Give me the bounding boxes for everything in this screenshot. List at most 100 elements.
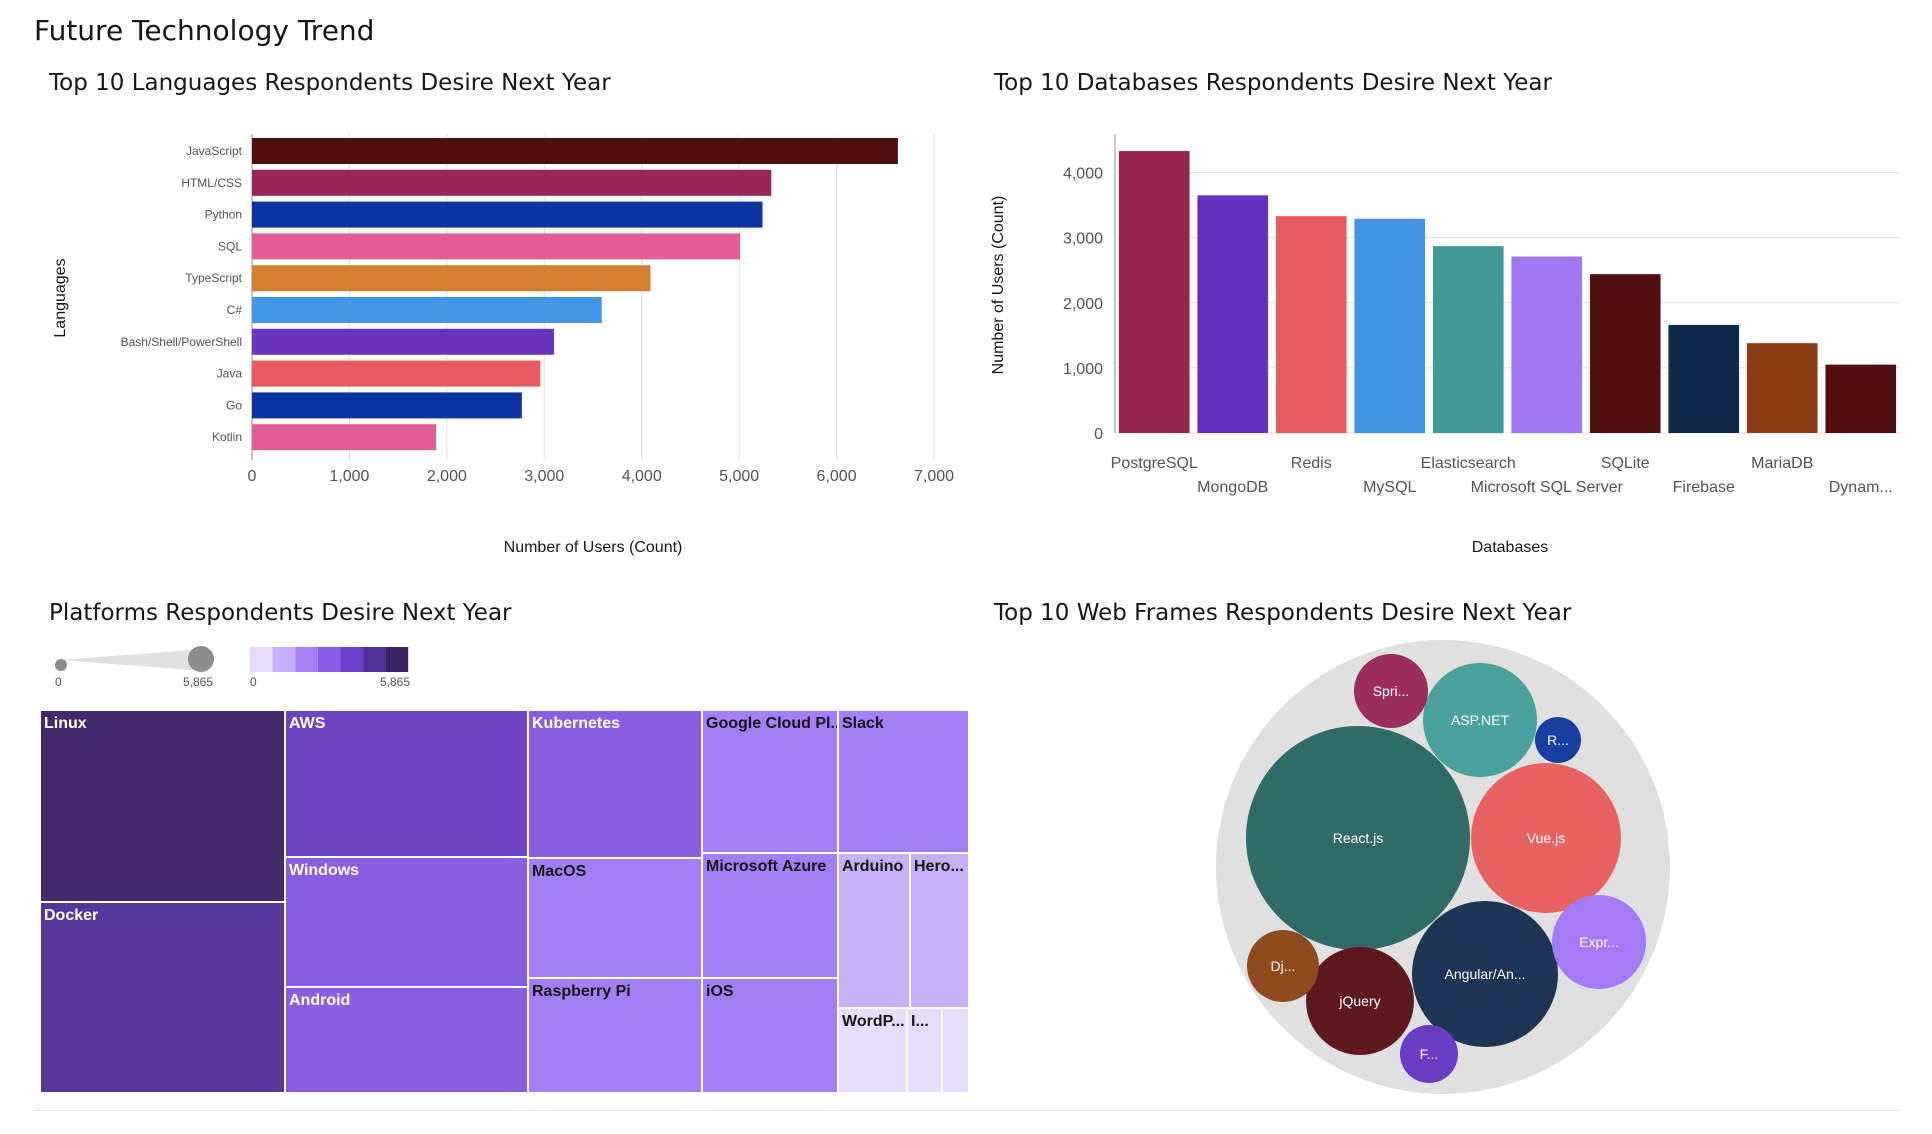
databases-bar-microsoft-sql-server[interactable] — [1511, 256, 1583, 433]
page-title: Future Technology Trend — [34, 14, 375, 47]
languages-category-label: C# — [227, 303, 243, 317]
languages-bar-c[interactable] — [252, 297, 602, 323]
treemap-tile-label: Arduino — [842, 858, 904, 875]
treemap-tile-docker[interactable]: Docker — [40, 902, 285, 1093]
bubble-react-js[interactable] — [1246, 726, 1470, 950]
databases-category-label: MongoDB — [1197, 479, 1268, 496]
languages-x-axis-label: Number of Users (Count) — [504, 539, 683, 556]
languages-x-tick-label: 5,000 — [719, 468, 759, 485]
languages-bar-html-css[interactable] — [252, 169, 772, 196]
languages-category-label: Bash/Shell/PowerShell — [121, 335, 242, 349]
size-legend-min-label: 0 — [55, 675, 62, 689]
languages-x-tick-label: 4,000 — [622, 468, 662, 485]
bubble-angular-an[interactable] — [1412, 901, 1558, 1047]
treemap-tile-label: Hero... — [914, 858, 964, 875]
bubble-expr[interactable] — [1552, 895, 1646, 989]
databases-bar-postgresql[interactable] — [1118, 151, 1190, 433]
treemap-tile-label: I... — [911, 1013, 929, 1030]
languages-category-label: Java — [217, 367, 243, 381]
bubble-label: React.js — [1333, 830, 1384, 846]
bubble-r[interactable] — [1535, 717, 1581, 763]
webframes-bubble-chart: React.js Vue.js Angular/An... ASP.NET jQuery… — [1216, 640, 1670, 1094]
databases-bar-mariadb[interactable] — [1746, 343, 1818, 433]
languages-bar-java[interactable] — [252, 360, 541, 387]
bubble-dj[interactable] — [1247, 930, 1319, 1002]
bubble-label: Expr... — [1579, 934, 1619, 950]
color-legend-swatch — [250, 647, 273, 672]
bubble-label: Spri... — [1373, 683, 1410, 699]
treemap-tile-label: Linux — [44, 715, 87, 732]
treemap-tile-label: Android — [289, 992, 351, 1009]
languages-bar-typescript[interactable] — [252, 265, 651, 292]
treemap-tile-i[interactable]: I... — [907, 1008, 942, 1093]
databases-y-tick-label: 0 — [1094, 426, 1103, 443]
treemap-tile-kubernetes[interactable]: Kubernetes — [528, 710, 702, 858]
databases-y-tick-label: 4,000 — [1063, 166, 1103, 183]
languages-bar-javascript[interactable] — [252, 138, 898, 164]
databases-y-axis-label: Number of Users (Count) — [990, 196, 1007, 375]
webframes-chart-title: Top 10 Web Frames Respondents Desire Nex… — [994, 600, 1572, 626]
treemap-tile-aws[interactable]: AWS — [285, 710, 528, 857]
databases-category-label: SQLite — [1601, 455, 1650, 472]
databases-bar-elasticsearch[interactable] — [1432, 246, 1504, 433]
bubble-asp-net[interactable] — [1423, 663, 1537, 777]
databases-bar-dynam[interactable] — [1825, 364, 1897, 433]
treemap-tile-linux[interactable]: Linux — [40, 710, 285, 902]
size-legend-max-label: 5,865 — [183, 675, 213, 689]
color-legend-swatch — [317, 647, 341, 672]
databases-bar-firebase[interactable] — [1668, 324, 1740, 433]
treemap-tile-raspberry-pi[interactable]: Raspberry Pi — [528, 978, 702, 1093]
databases-bar-chart: PostgreSQL MongoDB Redis MySQL Elasticsearch… — [990, 134, 1900, 556]
bubble-jquery[interactable] — [1306, 947, 1414, 1055]
treemap-tile-arduino[interactable]: Arduino — [838, 853, 910, 1008]
languages-x-tick-label: 6,000 — [817, 468, 857, 485]
treemap-tile-wordp[interactable]: WordP... — [838, 1008, 907, 1093]
languages-bar-sql[interactable] — [252, 233, 741, 260]
languages-x-tick-label: 0 — [248, 468, 257, 485]
treemap-tile-google-cloud-pl[interactable]: Google Cloud Pl... — [702, 710, 838, 853]
color-legend-swatch — [295, 647, 318, 672]
treemap-tile-label: Windows — [289, 862, 360, 879]
languages-bar-chart: JavaScript HTML/CSS Python SQL TypeScript C# B… — [52, 134, 954, 556]
bubble-label: jQuery — [1338, 993, 1380, 1009]
languages-bar-kotlin[interactable] — [252, 424, 437, 451]
databases-category-label: PostgreSQL — [1111, 455, 1198, 472]
languages-category-label: Kotlin — [212, 430, 242, 444]
bubble-label: Angular/An... — [1445, 966, 1526, 982]
languages-bar-bash-shell-powershell[interactable] — [252, 328, 555, 355]
databases-bar-mysql[interactable] — [1354, 218, 1426, 433]
treemap-tile-label: Raspberry Pi — [532, 983, 631, 1000]
treemap-tile-hero[interactable]: Hero... — [910, 853, 969, 1008]
platforms-legends: 0 5,865 0 5,865 — [55, 646, 410, 689]
bubble-vue-js[interactable] — [1471, 763, 1621, 913]
databases-category-label: Microsoft SQL Server — [1471, 479, 1624, 496]
bubble-f[interactable] — [1400, 1025, 1458, 1083]
databases-bar-mongodb[interactable] — [1197, 195, 1269, 433]
bottom-divider — [34, 1110, 1900, 1111]
treemap-tile-label: Docker — [44, 907, 99, 924]
treemap-tile-microsoft-azure[interactable]: Microsoft Azure — [702, 853, 838, 978]
treemap-tile-slack[interactable]: Slack — [838, 710, 969, 853]
languages-y-axis-label: Languages — [52, 258, 69, 337]
bubble-label: ASP.NET — [1451, 712, 1510, 728]
databases-category-label: Dynam... — [1829, 479, 1893, 496]
languages-category-label: HTML/CSS — [181, 176, 242, 190]
databases-bar-sqlite[interactable] — [1589, 274, 1661, 433]
color-legend-min-label: 0 — [250, 675, 257, 689]
treemap-tile-label: Kubernetes — [532, 715, 621, 732]
treemap-tile-unlabeled[interactable] — [942, 1008, 969, 1093]
databases-category-label: Elasticsearch — [1421, 455, 1516, 472]
treemap-tile-macos[interactable]: MacOS — [528, 858, 702, 978]
treemap-tile-android[interactable]: Android — [285, 987, 528, 1093]
databases-y-tick-label: 2,000 — [1063, 296, 1103, 313]
databases-category-label: MySQL — [1363, 479, 1416, 496]
platforms-treemap: Linux Docker AWS Windows Android Kubernetes Ma… — [40, 710, 969, 1093]
treemap-tile-windows[interactable]: Windows — [285, 857, 528, 987]
languages-bar-go[interactable] — [252, 392, 522, 419]
color-legend-swatch — [272, 647, 296, 672]
treemap-tile-ios[interactable]: iOS — [702, 978, 838, 1093]
bubble-spri[interactable] — [1354, 654, 1428, 728]
databases-bar-redis[interactable] — [1275, 216, 1347, 433]
languages-bar-python[interactable] — [252, 201, 763, 228]
color-legend-max-label: 5,865 — [380, 675, 410, 689]
